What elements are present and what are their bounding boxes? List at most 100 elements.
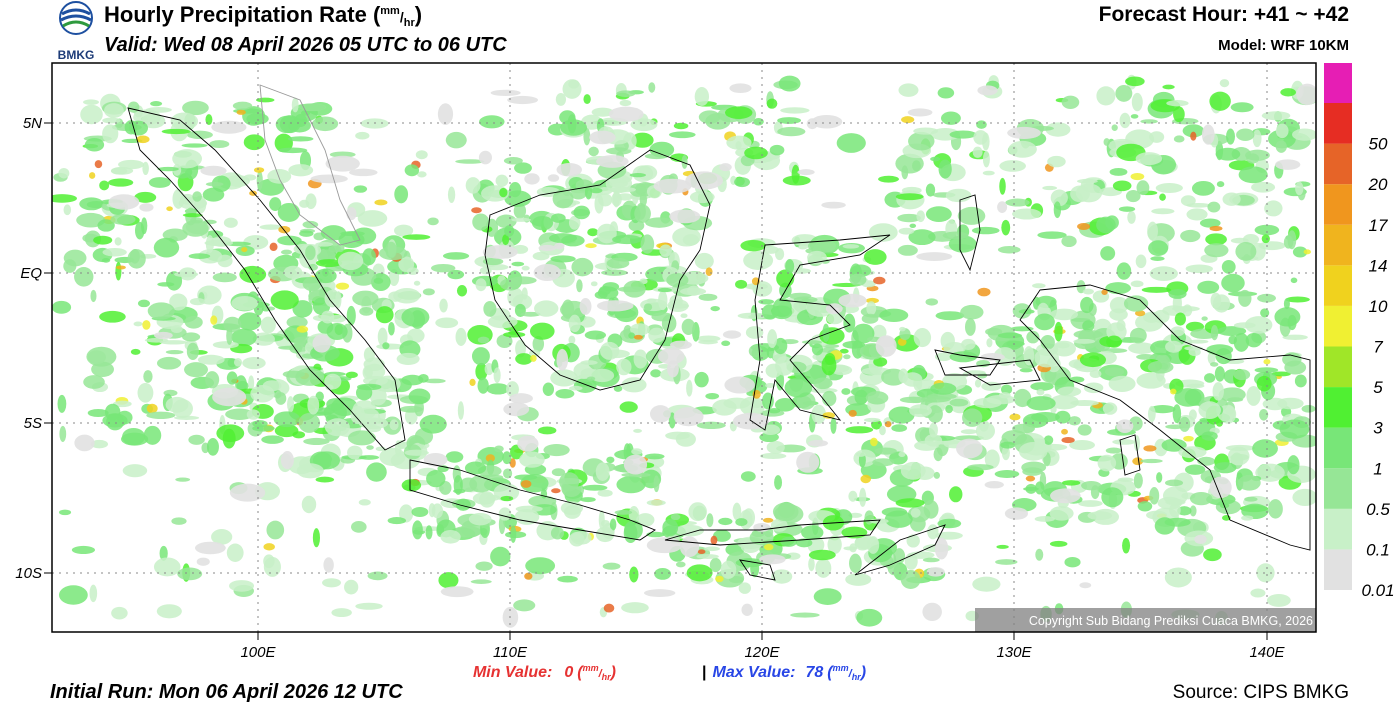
rain-cell [287,136,314,142]
max-value: | Max Value: 78 (mm/hr) [702,663,866,682]
colorbar-label: 20 [1368,175,1388,194]
light-rain [554,242,565,250]
rain-cell [305,245,316,261]
rain-cell [1054,321,1063,342]
rain-cell [1045,122,1071,137]
rain-cell [705,393,720,400]
rain-cell [580,360,598,365]
rain-cell [172,149,203,169]
rain-cell [360,118,389,129]
rain-cell [621,472,651,478]
rain-cell [681,155,688,169]
rain-cell [1111,124,1118,131]
rain-cell [351,520,367,533]
colorbar-label: 1 [1373,459,1382,478]
light-rain [753,523,771,532]
rain-cell [188,434,205,445]
rain-cell [1301,404,1316,413]
unit-num: mm [583,663,599,673]
rain-cell [603,603,615,613]
rain-cell [198,249,223,264]
rain-cell [510,525,517,543]
rain-cell [948,235,977,253]
rain-cell [900,570,921,589]
rain-cell [394,224,414,237]
rain-cell [1210,324,1219,341]
rain-cell [439,298,448,313]
rain-cell [1082,320,1095,332]
rain-cell [687,285,701,296]
rain-cell [468,512,492,526]
rain-cell [1109,168,1128,176]
rain-cell [822,323,830,343]
copyright-box [975,608,1316,632]
rain-cell [210,315,218,325]
light-rain [759,554,786,565]
rain-cell [475,362,488,381]
rain-cell [633,428,642,433]
rain-cell [469,378,476,387]
rain-cell [1155,182,1183,193]
light-rain [154,331,173,340]
light-rain [74,434,95,452]
rain-cell [871,419,882,430]
rain-cell [916,210,925,223]
rain-cell [1096,86,1116,106]
rain-cell [59,425,67,443]
light-rain [997,201,1008,214]
rain-cell [1070,400,1099,407]
light-rain [811,114,843,129]
rain-cell [1077,424,1092,436]
rain-cell [182,100,209,116]
rain-cell [1026,330,1040,344]
rain-cell [576,279,583,293]
separator: | [702,664,706,681]
rain-cell [923,499,939,519]
rain-cell [1069,376,1085,383]
rain-cell [628,332,636,339]
light-rain [211,120,247,134]
light-rain [679,536,700,558]
light-rain [673,407,704,427]
rain-cell [1130,114,1139,119]
rain-cell [521,265,530,271]
rain-cell [891,424,908,432]
rain-cell [1103,138,1110,146]
rain-cell [629,173,646,178]
rain-cell [1216,419,1223,427]
rain-cell [1258,241,1286,251]
rain-cell [500,495,514,502]
rain-cell [483,300,497,317]
light-rain [1201,124,1215,145]
rain-cell [1280,88,1296,97]
rain-cell [128,120,148,136]
rain-cell [962,408,983,427]
rain-cell [225,408,254,420]
rain-cell [843,313,856,333]
rain-cell [312,528,321,548]
rain-cell [775,356,794,376]
rain-cell [1198,401,1221,419]
rain-cell [945,188,972,203]
rain-cell [358,499,371,506]
rain-cell [500,278,521,291]
rain-cell [1148,240,1169,257]
rain-cell [1170,326,1185,337]
rain-cell [1173,135,1185,143]
rain-cell [1069,439,1095,451]
rain-cell [897,244,918,256]
rain-cell [748,345,763,358]
rain-cell [686,379,693,397]
rain-cell [1219,79,1230,88]
rain-cell [418,373,429,383]
rain-cell [975,421,995,441]
rain-cell [616,475,646,494]
rain-cell [1000,441,1016,449]
rain-cell [1147,405,1156,423]
rain-cell [503,331,526,338]
rain-cell [490,546,511,567]
light-rain [623,454,648,475]
light-rain [139,203,154,212]
title: Hourly Precipitation Rate (mm/hr) [104,2,422,29]
unit-open: ( [577,664,584,681]
